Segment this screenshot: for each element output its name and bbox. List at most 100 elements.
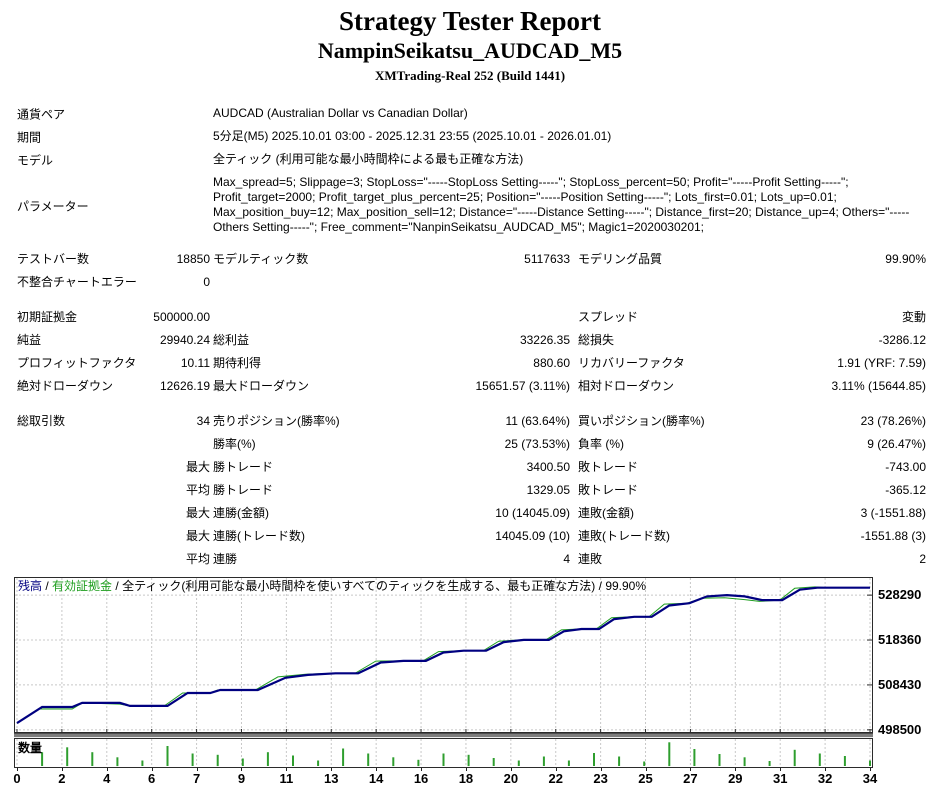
- x-axis-tick-label: 16: [413, 771, 429, 786]
- x-axis-tick-label: 7: [192, 771, 201, 786]
- cell-value: 最大: [185, 506, 210, 521]
- x-axis-tick-label: 0: [13, 771, 21, 786]
- cell-label: 連敗(トレード数): [578, 529, 670, 544]
- cell-value: 99.90%: [885, 252, 926, 267]
- cell-label: 勝トレード: [213, 483, 274, 498]
- cell-label: テストバー数: [17, 252, 90, 267]
- cell-label: 勝トレード: [213, 460, 274, 475]
- cell-value: 500000.00: [153, 310, 210, 325]
- page-title: Strategy Tester Report: [339, 6, 601, 36]
- cell-value: 34: [196, 414, 210, 429]
- x-axis-tick: [331, 768, 333, 771]
- x-axis-tick: [421, 768, 423, 771]
- cell-label: 連勝(金額): [213, 506, 269, 521]
- stat-row: 平均 勝トレード 1329.05 敗トレード -365.12: [0, 479, 940, 502]
- cell-label: 買いポジション(勝率%): [578, 414, 705, 429]
- x-axis-tick: [61, 768, 63, 771]
- cell-label: モデルティック数: [213, 252, 309, 267]
- cell-value: 2: [919, 552, 926, 567]
- cell-label: パラメーター: [17, 199, 89, 214]
- legend-equity-label: 有効証拠金: [52, 579, 113, 593]
- x-axis-tick: [735, 768, 737, 771]
- x-axis-tick-label: 18: [458, 771, 474, 786]
- cell-label: 純益: [17, 333, 42, 348]
- cell-value: -743.00: [885, 460, 926, 475]
- x-axis-tick-label: 13: [324, 771, 339, 786]
- stat-row: 総取引数 34 売りポジション(勝率%) 11 (63.64%) 買いポジション(勝率%…: [0, 410, 940, 433]
- x-axis-tick-label: 6: [148, 771, 156, 786]
- cell-label: 総利益: [213, 333, 250, 348]
- cell-value: 平均: [185, 483, 210, 498]
- x-axis-tick-label: 22: [548, 771, 563, 786]
- stat-row: プロフィットファクタ 10.11 期待利得 880.60 リカバリーファクタ 1.91 (…: [0, 352, 940, 375]
- grid-lines: [15, 578, 872, 732]
- cell-value: 3400.50: [526, 460, 570, 475]
- x-axis-tick-label: 11: [279, 771, 294, 786]
- cell-value: 平均: [185, 552, 210, 567]
- cell-label: 敗トレード: [578, 483, 639, 498]
- cell-label: 最大ドローダウン: [213, 379, 310, 394]
- cell-label: 期待利得: [213, 356, 262, 371]
- stat-row: 純益 29940.24 総利益 33226.35 総損失 -3286.12: [0, 329, 940, 352]
- equity-line: [16, 586, 870, 724]
- y-axis-tick-label: 508430: [878, 676, 922, 692]
- statistics-table: テストバー数 18850 モデルティック数 5117633 モデリング品質 99.90% 不…: [0, 248, 940, 571]
- y-axis-tick-label: 518360: [878, 632, 922, 648]
- cell-label: 連敗: [578, 552, 603, 567]
- legend-separator: /: [112, 579, 123, 593]
- cell-label: 相対ドローダウン: [578, 379, 675, 394]
- volume-border: [14, 738, 873, 768]
- balance-chart-canvas: [14, 577, 873, 733]
- cell-value: 12626.19: [159, 379, 210, 394]
- cell-value: 最大: [185, 529, 210, 544]
- x-axis-tick: [600, 768, 602, 771]
- cell-value: 23 (78.26%): [860, 414, 926, 429]
- legend-separator: /: [595, 579, 606, 593]
- cell-label: スプレッド: [578, 310, 639, 325]
- cell-value: 10.11: [180, 356, 210, 371]
- balance-line: [16, 586, 870, 725]
- cell-label: 勝率(%): [213, 437, 256, 452]
- stat-row: 最大 連勝(トレード数) 14045.09 (10) 連敗(トレード数) -1551.8…: [0, 525, 940, 548]
- cell-value: 25 (73.53%): [504, 437, 570, 452]
- stat-row: 不整合チャートエラー 0: [0, 271, 940, 294]
- cell-value: 1329.05: [526, 483, 570, 498]
- x-axis-tick-label: 31: [772, 771, 788, 786]
- cell-value: 4: [563, 552, 570, 567]
- x-axis-tick: [196, 768, 198, 771]
- cell-label: 絶対ドローダウン: [17, 379, 114, 394]
- legend-balance-label: 残高: [18, 579, 43, 593]
- cell-value: 18850: [176, 252, 210, 267]
- cell-label: 期間: [17, 130, 42, 145]
- x-axis-tick-label: 14: [368, 771, 384, 786]
- cell-value: 14045.09 (10): [495, 529, 570, 544]
- cell-value: AUDCAD (Australian Dollar vs Canadian Do…: [213, 106, 468, 121]
- x-axis-tick-label: 25: [638, 771, 653, 786]
- cell-value: -365.12: [885, 483, 926, 498]
- cell-label: 売りポジション(勝率%): [213, 414, 340, 429]
- x-axis-tick-label: 2: [58, 771, 66, 786]
- cell-label: モデル: [17, 153, 54, 168]
- stat-row: テストバー数 18850 モデルティック数 5117633 モデリング品質 99.90%: [0, 248, 940, 271]
- volume-panel: 数量: [14, 738, 873, 768]
- cell-value: Max_spread=5; Slippage=3; StopLoss="----…: [213, 175, 910, 235]
- x-axis-tick-label: 20: [503, 771, 519, 786]
- legend-quality-value: 99.90%: [605, 579, 647, 593]
- cell-label: 不整合チャートエラー: [17, 275, 137, 290]
- x-axis-tick: [286, 768, 288, 771]
- x-axis-tick: [870, 768, 871, 771]
- cell-label: 総損失: [578, 333, 615, 348]
- x-axis-tick: [106, 768, 108, 771]
- cell-label: 通貨ペア: [17, 107, 66, 122]
- cell-value: 33226.35: [519, 333, 570, 348]
- server-build-info: XMTrading-Real 252 (Build 1441): [374, 67, 566, 83]
- cell-value: 15651.57 (3.11%): [475, 379, 570, 394]
- cell-value: 3.11% (15644.85): [831, 379, 926, 394]
- info-row: 通貨ペア AUDCAD (Australian Dollar vs Canadia…: [0, 102, 940, 125]
- balance-chart: 残高 / 有効証拠金 / 全ティック(利用可能な最小時間枠を使いすべてのティック…: [14, 577, 873, 733]
- cell-value: 11 (63.64%): [505, 414, 570, 429]
- info-row: 期間 5分足(M5) 2025.10.01 03:00 - 2025.12.31 …: [0, 125, 940, 148]
- legend-model-text: 全ティック(利用可能な最小時間枠を使いすべてのティックを生成する、最も正確な方法…: [122, 579, 596, 593]
- cell-label: モデリング品質: [578, 252, 663, 267]
